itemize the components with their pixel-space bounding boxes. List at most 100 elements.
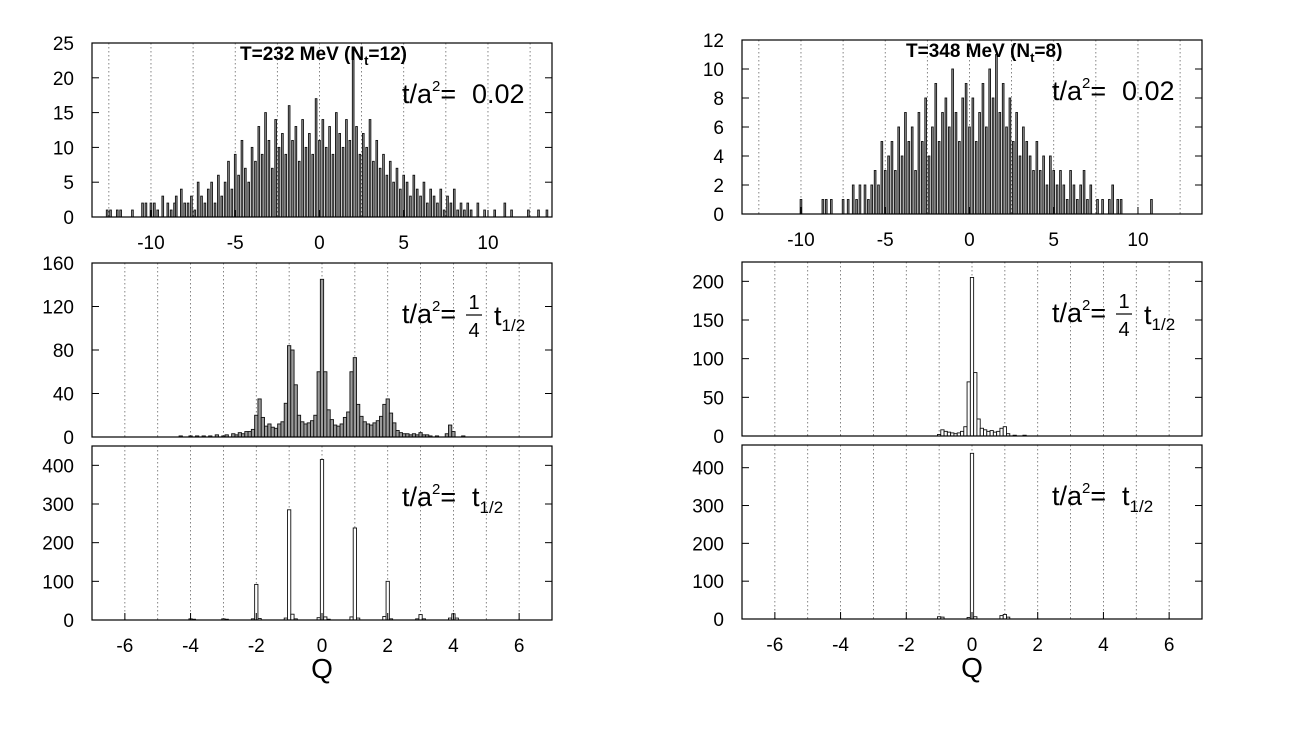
- histogram-bar: [503, 202, 507, 218]
- chart-panel-3: 0 100 200 300 400 -6 -4 -2 0 2 4 6 Qt/a2= t1/2: [42, 445, 553, 684]
- histogram-bar: [365, 423, 371, 438]
- histogram-bar: [144, 202, 148, 218]
- histogram-bar: [1049, 155, 1052, 215]
- histogram-bar: [109, 209, 112, 218]
- histogram-bar: [439, 188, 443, 218]
- histogram-bar: [270, 426, 275, 438]
- x-tick-label: -4: [182, 636, 199, 657]
- histogram-bar: [436, 202, 439, 218]
- histogram-bar: [375, 420, 380, 438]
- histogram-bar: [894, 170, 897, 215]
- histogram-bar: [273, 427, 279, 438]
- histogram-bar: [1022, 126, 1025, 215]
- histogram-bar: [979, 427, 984, 437]
- x-tick-label: -10: [787, 230, 814, 251]
- histogram-bar: [846, 199, 850, 215]
- histogram-bar: [260, 153, 264, 218]
- histogram-bar: [963, 426, 968, 437]
- y-tick-label: 2: [713, 176, 724, 197]
- histogram-bar: [290, 613, 295, 621]
- annotation-superscript: 2: [1082, 480, 1090, 497]
- panel-title: T=232 MeV (Nt=12): [240, 44, 407, 68]
- histogram-bar: [174, 195, 178, 218]
- histogram-bar: [280, 421, 285, 438]
- y-tick-label: 0: [713, 427, 724, 448]
- y-tick-label: 400: [42, 456, 74, 477]
- y-tick-label: 100: [692, 350, 724, 371]
- histogram-bar: [907, 141, 911, 215]
- histogram-bar: [931, 126, 934, 215]
- histogram-bar: [339, 423, 344, 438]
- histogram-bar: [1079, 184, 1082, 215]
- histogram-bar: [969, 277, 975, 437]
- histogram-bar: [277, 423, 282, 438]
- y-tick-label: 10: [53, 138, 74, 159]
- histogram-bar: [395, 167, 399, 218]
- y-tick-label: 100: [692, 572, 724, 593]
- histogram-bar: [314, 98, 318, 218]
- annotation-t-half: t1/2: [472, 482, 503, 517]
- y-tick-label: 300: [42, 495, 74, 516]
- histogram-bar: [281, 133, 284, 218]
- fraction-numerator: 1: [468, 292, 479, 314]
- histogram-bar: [824, 199, 828, 215]
- annotation-equals: =: [1090, 481, 1106, 511]
- annotation-t-half: t1/2: [494, 301, 525, 335]
- histogram-bar: [260, 416, 265, 438]
- histogram-bar: [356, 403, 361, 438]
- histogram-bar: [422, 181, 426, 218]
- histogram-bar: [968, 126, 971, 215]
- y-tick-label: 4: [713, 147, 724, 168]
- histogram-bar: [392, 422, 397, 438]
- annotation-equals: =: [440, 482, 456, 512]
- fraction-denominator: 4: [468, 320, 479, 342]
- histogram-bar: [877, 184, 880, 215]
- y-tick-label: 200: [692, 272, 724, 293]
- y-tick-label: 200: [42, 534, 74, 555]
- histogram-bar: [418, 432, 423, 438]
- x-tick-label: 0: [967, 635, 978, 656]
- histogram-bar: [180, 188, 183, 218]
- histogram-bar: [1108, 199, 1111, 215]
- annotation-superscript: 2: [432, 481, 440, 498]
- histogram-bar: [966, 381, 971, 437]
- histogram-bar: [973, 372, 978, 437]
- title-rest: =8): [1034, 41, 1062, 62]
- x-axis-title: Q: [311, 653, 333, 684]
- histogram-bar: [1045, 184, 1049, 215]
- title-subscript: t: [364, 53, 369, 68]
- histogram-bar: [131, 209, 134, 218]
- histogram-bar: [459, 202, 463, 218]
- plot-frame: [741, 261, 1203, 437]
- histogram-bar: [429, 188, 432, 218]
- histogram-bar: [293, 384, 298, 438]
- histogram-bar: [237, 174, 240, 218]
- histogram-bar: [867, 199, 870, 215]
- histogram-bar: [328, 126, 331, 218]
- histogram-bar: [284, 153, 288, 218]
- panel-annotation: t/a2= 0.02: [1052, 75, 1175, 106]
- annotation-subscript: 1/2: [502, 316, 526, 335]
- histogram-bar: [304, 146, 308, 218]
- annotation-text: t/a2=: [402, 78, 456, 109]
- histogram-bar: [1028, 155, 1032, 215]
- x-tick-label: -2: [898, 635, 915, 656]
- histogram-bar: [257, 126, 261, 218]
- y-tick-label: 0: [63, 611, 74, 632]
- x-tick-label: -5: [227, 233, 244, 254]
- histogram-bar: [348, 139, 352, 218]
- histogram-bar: [311, 153, 315, 218]
- histogram-bar: [1072, 184, 1076, 215]
- histogram-bar: [294, 126, 298, 218]
- histogram-bar: [233, 153, 237, 218]
- y-tick-label: 0: [713, 205, 724, 226]
- y-tick-label: 150: [692, 311, 724, 332]
- histogram-bar: [1025, 141, 1029, 215]
- y-tick-label: 200: [692, 534, 724, 555]
- histogram-bar: [545, 209, 549, 218]
- histogram-bar: [456, 209, 459, 218]
- panel-title: T=348 MeV (Nt=8): [906, 41, 1062, 65]
- x-tick-label: -10: [137, 233, 164, 254]
- panel-annotation: t/a2= 1 4 t1/2: [1052, 291, 1175, 341]
- annotation-value: 0.02: [472, 79, 525, 109]
